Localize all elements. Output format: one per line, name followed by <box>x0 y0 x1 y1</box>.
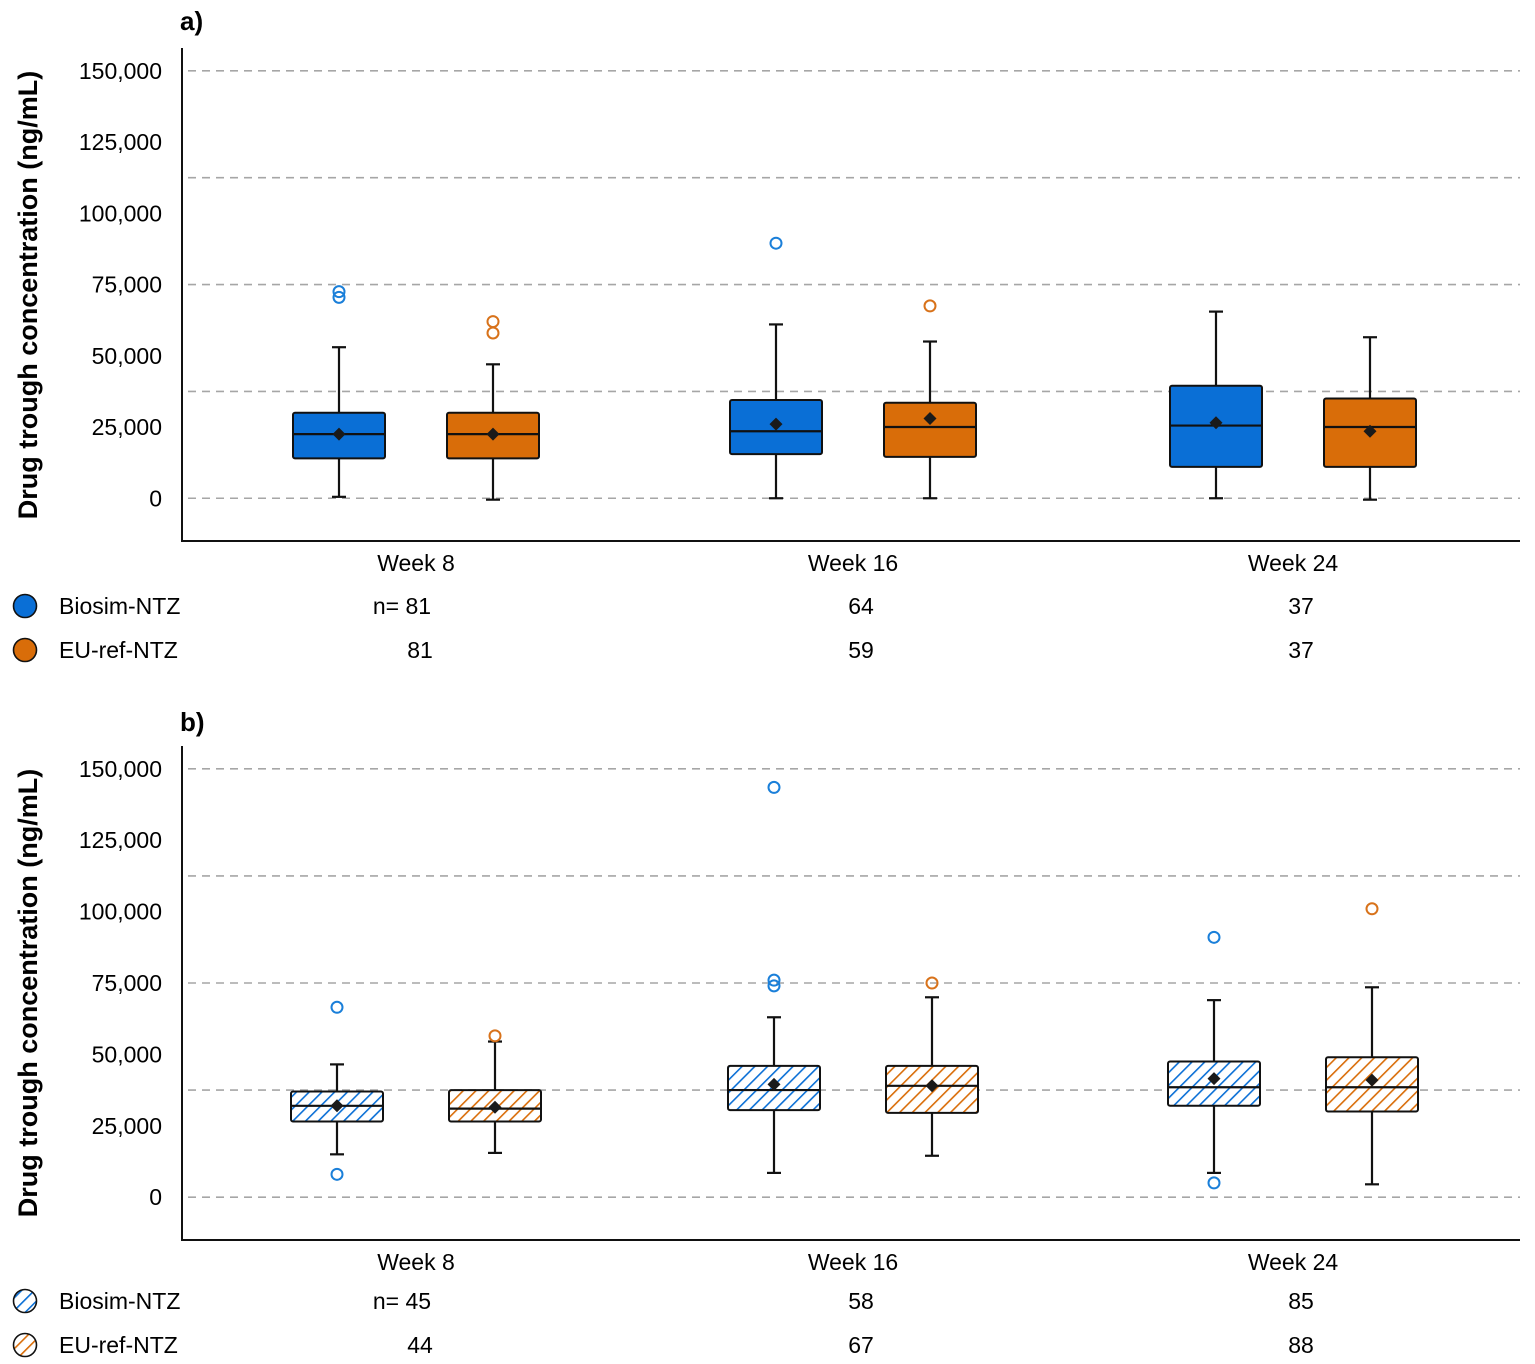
outlier-point <box>1365 902 1379 916</box>
mean-marker <box>925 1079 939 1093</box>
panel-b: b) Drug trough concentration (ng/mL) 0 25… <box>12 707 1520 1358</box>
panel-b-ytick-label: 0 <box>149 1184 162 1210</box>
sample-size-label: 67 <box>848 1332 874 1358</box>
legend-swatch <box>12 637 38 663</box>
sample-size-label: n= 45 <box>373 1288 431 1314</box>
outlier-point <box>330 1000 344 1014</box>
panel-a-legend-euref: EU-ref-NTZ 81 59 37 <box>12 637 1314 663</box>
sample-size-label: 85 <box>1288 1288 1314 1314</box>
panel-b-ytick-label: 25,000 <box>92 1113 162 1139</box>
outlier-point <box>767 973 781 987</box>
mean-marker <box>767 1077 781 1091</box>
sample-size-label: 37 <box>1288 637 1314 663</box>
sample-size-label: 44 <box>407 1332 433 1358</box>
mean-marker <box>1365 1073 1379 1087</box>
panel-b-ylabel: Drug trough concentration (ng/mL) <box>13 769 43 1217</box>
outlier-point <box>1207 930 1221 944</box>
panel-a-ytick-label: 75,000 <box>92 272 162 298</box>
mean-marker <box>1363 424 1377 438</box>
outlier-point <box>923 299 937 313</box>
mean-marker <box>332 427 346 441</box>
panel-a-ytick-label: 0 <box>149 485 162 511</box>
panel-b-axes <box>181 746 1520 1241</box>
legend-label: Biosim-NTZ <box>59 593 180 619</box>
sample-size-label: 88 <box>1288 1332 1314 1358</box>
panel-a-label: a) <box>180 6 203 36</box>
panel-b-ytick-label: 75,000 <box>92 970 162 996</box>
panel-a-ytick-label: 50,000 <box>92 343 162 369</box>
panel-a-ylabel: Drug trough concentration (ng/mL) <box>13 71 43 519</box>
panel-b-ytick-label: 100,000 <box>79 899 162 925</box>
panel-b-ytick-label: 125,000 <box>79 827 162 853</box>
panel-b-legend-biosim: Biosim-NTZ n= 45 58 85 <box>12 1288 1314 1314</box>
panel-a-ytick-label: 100,000 <box>79 200 162 226</box>
outlier-point <box>488 1029 502 1043</box>
panel-a-box-euref <box>1323 336 1417 501</box>
outlier-point <box>769 236 783 250</box>
panel-a-box-euref <box>883 299 977 500</box>
iqr-box <box>883 401 977 458</box>
panel-b-ytick-label: 150,000 <box>79 756 162 782</box>
mean-marker <box>330 1099 344 1113</box>
panel-a-plot: 0 25,000 50,000 75,000 100,000 125,000 150,000… <box>12 48 1520 663</box>
outlier-point <box>332 285 346 299</box>
panel-a-category-label: Week 8 <box>377 550 455 576</box>
sample-size-label: 58 <box>848 1288 874 1314</box>
sample-size-label: 81 <box>407 637 433 663</box>
panel-a-box-biosim <box>1169 310 1263 500</box>
panel-a-legend-biosim: Biosim-NTZ n= 81 64 37 <box>12 593 1314 619</box>
panel-a-ytick-label: 25,000 <box>92 414 162 440</box>
sample-size-label: 37 <box>1288 593 1314 619</box>
outlier-point <box>486 326 500 340</box>
panel-b-category-label: Week 24 <box>1248 1249 1339 1275</box>
panel-a-box-biosim <box>729 236 823 500</box>
legend-swatch <box>12 1332 38 1358</box>
panel-b-box-biosim <box>727 780 821 1174</box>
panel-a: a) Drug trough concentration (ng/mL) 0 25… <box>12 6 1520 663</box>
outlier-point <box>1207 1176 1221 1190</box>
mean-marker <box>1207 1072 1221 1086</box>
panel-b-box-euref <box>1325 902 1419 1186</box>
legend-swatch <box>12 593 38 619</box>
panel-a-ytick-label: 125,000 <box>79 129 162 155</box>
mean-marker <box>769 417 783 431</box>
panel-b-box-biosim <box>290 1000 384 1181</box>
mean-marker <box>923 411 937 425</box>
panel-a-ytick-label: 150,000 <box>79 58 162 84</box>
panel-a-box-euref <box>446 315 540 501</box>
panel-a-axes <box>181 48 1520 542</box>
panel-a-category-label: Week 24 <box>1248 550 1339 576</box>
panel-b-label: b) <box>180 707 205 737</box>
panel-b-category-label: Week 16 <box>808 1249 898 1275</box>
outlier-point <box>486 315 500 329</box>
panel-b-box-euref <box>448 1029 542 1155</box>
outlier-point <box>767 979 781 993</box>
panel-b-category-label: Week 8 <box>377 1249 455 1275</box>
panel-b-box-euref <box>885 976 979 1157</box>
outlier-point <box>925 976 939 990</box>
panel-a-category-label: Week 16 <box>808 550 898 576</box>
outlier-point <box>330 1167 344 1181</box>
mean-marker <box>486 427 500 441</box>
panel-b-plot: 0 25,000 50,000 75,000 100,000 125,000 150,000… <box>12 746 1520 1358</box>
panel-b-legend-euref: EU-ref-NTZ 44 67 88 <box>12 1332 1314 1358</box>
sample-size-label: n= 81 <box>373 593 431 619</box>
panel-b-box-biosim <box>1167 930 1261 1190</box>
sample-size-label: 64 <box>848 593 874 619</box>
mean-marker <box>488 1100 502 1114</box>
legend-label: Biosim-NTZ <box>59 1288 180 1314</box>
outlier-point <box>767 780 781 794</box>
legend-label: EU-ref-NTZ <box>59 637 178 663</box>
panel-a-box-biosim <box>292 285 386 498</box>
panel-b-ytick-label: 50,000 <box>92 1041 162 1067</box>
mean-marker <box>1209 416 1223 430</box>
legend-swatch <box>12 1288 38 1314</box>
sample-size-label: 59 <box>848 637 874 663</box>
outlier-point <box>332 290 346 304</box>
legend-label: EU-ref-NTZ <box>59 1332 178 1358</box>
